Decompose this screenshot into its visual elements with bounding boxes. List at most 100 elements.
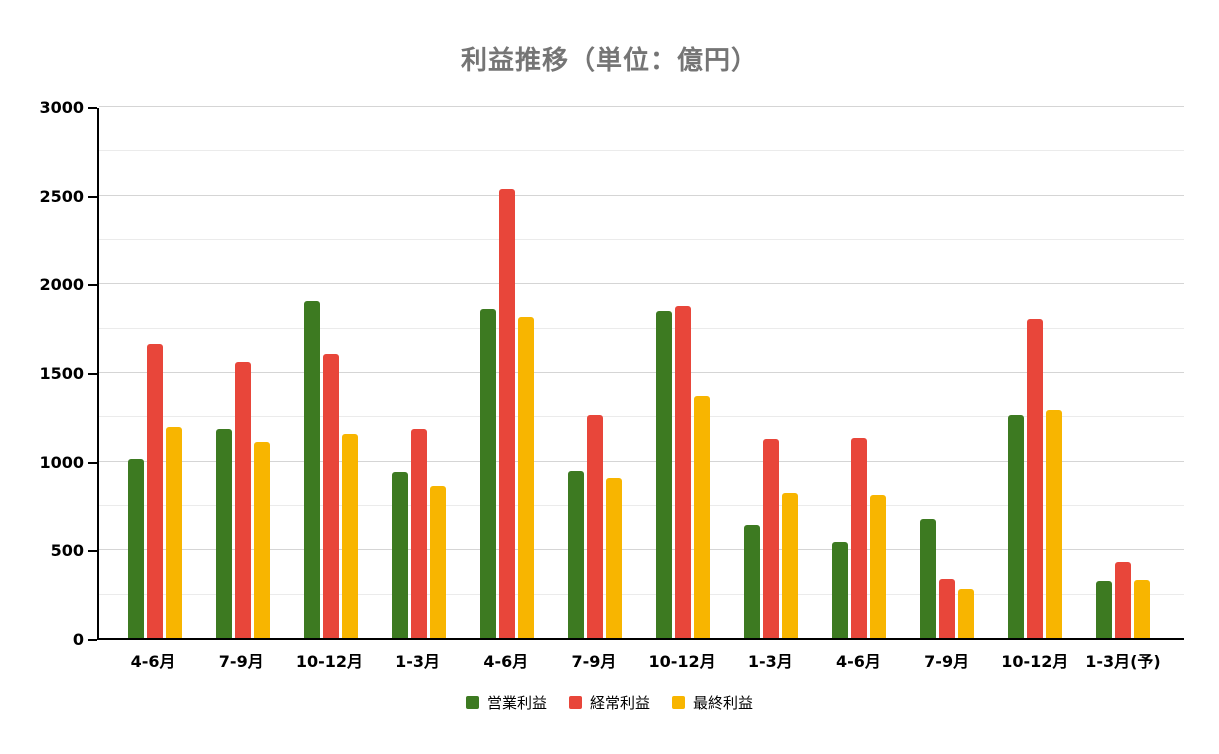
- bar-net: [1046, 410, 1062, 638]
- gridline-minor: [99, 593, 1184, 595]
- y-axis-label: 3000: [39, 98, 84, 117]
- bar-group: [727, 108, 815, 638]
- bar-group: [639, 108, 727, 638]
- bar-operating: [128, 458, 144, 638]
- bar-net: [694, 395, 710, 638]
- gridline-major: [99, 194, 1184, 196]
- x-axis-label: 10-12月: [295, 652, 364, 671]
- chart-legend: 営業利益 経常利益 最終利益: [0, 692, 1219, 713]
- gridline-minor: [99, 239, 1184, 240]
- bar-net: [1134, 580, 1150, 638]
- bar-ordinary: [851, 437, 867, 638]
- x-axis-label: 7-9月: [218, 652, 264, 671]
- legend-item-ordinary: 経常利益: [568, 692, 650, 713]
- bar-group: [551, 108, 639, 638]
- y-axis-tick: [88, 373, 97, 375]
- y-axis-tick: [88, 639, 97, 641]
- gridline-minor: [99, 327, 1184, 329]
- legend-swatch-net: [672, 696, 685, 709]
- bar-ordinary: [235, 362, 251, 638]
- gridline-major: [99, 106, 1184, 107]
- legend-swatch-ordinary: [568, 696, 582, 709]
- bar-operating: [832, 542, 848, 638]
- legend-swatch-operating: [465, 696, 479, 709]
- bar-ordinary: [1115, 561, 1131, 638]
- bar-ordinary: [1027, 318, 1043, 638]
- gridline-minor: [99, 150, 1184, 152]
- bar-net: [166, 426, 182, 638]
- x-axis-label: 10-12月: [648, 652, 716, 671]
- legend-item-net: 最終利益: [672, 692, 753, 713]
- gridline-major: [99, 283, 1184, 285]
- bar-group: [463, 108, 551, 638]
- x-axis-label: 1-3月: [395, 652, 441, 671]
- y-axis-tick: [88, 461, 97, 464]
- gridline-minor: [99, 505, 1184, 506]
- y-axis-label: 0: [72, 630, 84, 649]
- gridline-major: [99, 460, 1184, 462]
- bar-net: [254, 442, 270, 638]
- gridline-major: [99, 549, 1184, 551]
- y-axis-label: 500: [50, 541, 84, 561]
- bar-operating: [1096, 581, 1112, 638]
- y-axis-tick: [88, 107, 97, 109]
- bar-group: [1079, 108, 1167, 638]
- plot-area: [97, 106, 1184, 640]
- x-axis-label: 7-9月: [924, 652, 970, 671]
- bar-net: [518, 317, 534, 638]
- y-axis-label: 2000: [39, 275, 84, 295]
- legend-label: 営業利益: [486, 694, 547, 712]
- bar-group: [287, 108, 375, 638]
- bar-ordinary: [499, 189, 515, 638]
- bar-group: [815, 108, 903, 638]
- bar-ordinary: [763, 438, 779, 638]
- y-axis-tick: [88, 284, 97, 287]
- x-axis-label: 4-6月: [130, 652, 176, 671]
- y-axis-tick: [88, 550, 97, 553]
- chart-title: 利益推移（単位：億円）: [460, 46, 758, 76]
- bar-operating: [656, 310, 672, 638]
- bar-ordinary: [323, 354, 339, 638]
- bar-ordinary: [587, 414, 603, 638]
- bar-ordinary: [939, 579, 955, 638]
- bar-operating: [568, 471, 584, 638]
- bar-group: [199, 108, 287, 638]
- bar-operating: [480, 309, 496, 638]
- bar-operating: [920, 519, 936, 638]
- bar-group: [375, 108, 463, 638]
- x-axis-label: 4-6月: [836, 652, 881, 671]
- bar-operating: [392, 472, 408, 638]
- bars-row: [99, 108, 1184, 638]
- y-axis-tick: [88, 195, 97, 198]
- bar-group: [111, 108, 199, 638]
- x-axis-label: 7-9月: [571, 652, 617, 671]
- bar-operating: [304, 301, 320, 638]
- legend-label: 最終利益: [693, 694, 754, 712]
- bar-group: [903, 108, 991, 638]
- gridline-minor: [99, 416, 1184, 418]
- x-axis-label: 1-3月: [747, 652, 793, 671]
- bar-net: [342, 434, 358, 638]
- gridline-major: [99, 372, 1184, 373]
- x-axis-label: 4-6月: [483, 652, 529, 671]
- bar-ordinary: [411, 428, 427, 638]
- bar-operating: [1008, 415, 1024, 638]
- y-axis-label: 1000: [39, 452, 84, 472]
- y-axis-label: 2500: [39, 186, 84, 206]
- legend-item-operating: 営業利益: [465, 692, 547, 713]
- bar-ordinary: [147, 343, 163, 638]
- bar-operating: [744, 524, 760, 638]
- bar-net: [782, 492, 798, 638]
- bar-ordinary: [675, 306, 691, 638]
- x-axis-label: 10-12月: [1001, 652, 1069, 671]
- y-axis-label: 1500: [39, 364, 84, 383]
- bar-net: [606, 478, 622, 638]
- bar-group: [991, 108, 1079, 638]
- x-axis-labels: 4-6月 7-9月 10-12月 1-3月 4-6月 7-9月 10-12月 1-3月 4-6月…: [97, 648, 1184, 672]
- bar-net: [430, 485, 446, 638]
- bar-net: [958, 589, 974, 638]
- bar-operating: [216, 428, 232, 638]
- legend-label: 経常利益: [589, 694, 650, 712]
- bar-net: [870, 495, 886, 638]
